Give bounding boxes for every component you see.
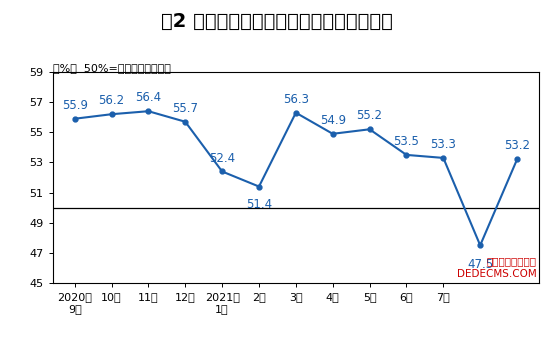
Text: 53.3: 53.3 bbox=[430, 138, 456, 151]
Text: 54.9: 54.9 bbox=[320, 114, 346, 127]
Text: 图2 非制造业商务活动指数（经季节调整）: 图2 非制造业商务活动指数（经季节调整） bbox=[160, 12, 393, 31]
Text: 56.3: 56.3 bbox=[283, 93, 309, 106]
Text: 55.2: 55.2 bbox=[357, 109, 383, 122]
Text: 52.4: 52.4 bbox=[209, 152, 235, 165]
Text: 56.4: 56.4 bbox=[135, 91, 161, 104]
Text: （%）  50%=与上月比较无变化: （%） 50%=与上月比较无变化 bbox=[53, 63, 170, 73]
Text: 55.9: 55.9 bbox=[61, 99, 88, 112]
Text: 55.7: 55.7 bbox=[172, 102, 199, 115]
Text: 47.5: 47.5 bbox=[467, 258, 493, 271]
Text: 51.4: 51.4 bbox=[246, 198, 272, 211]
Text: 织梦内容管理系统
DEDECMS.COM: 织梦内容管理系统 DEDECMS.COM bbox=[457, 256, 537, 279]
Text: 53.2: 53.2 bbox=[504, 140, 530, 153]
Text: 53.5: 53.5 bbox=[394, 135, 419, 148]
Text: 56.2: 56.2 bbox=[98, 94, 124, 107]
